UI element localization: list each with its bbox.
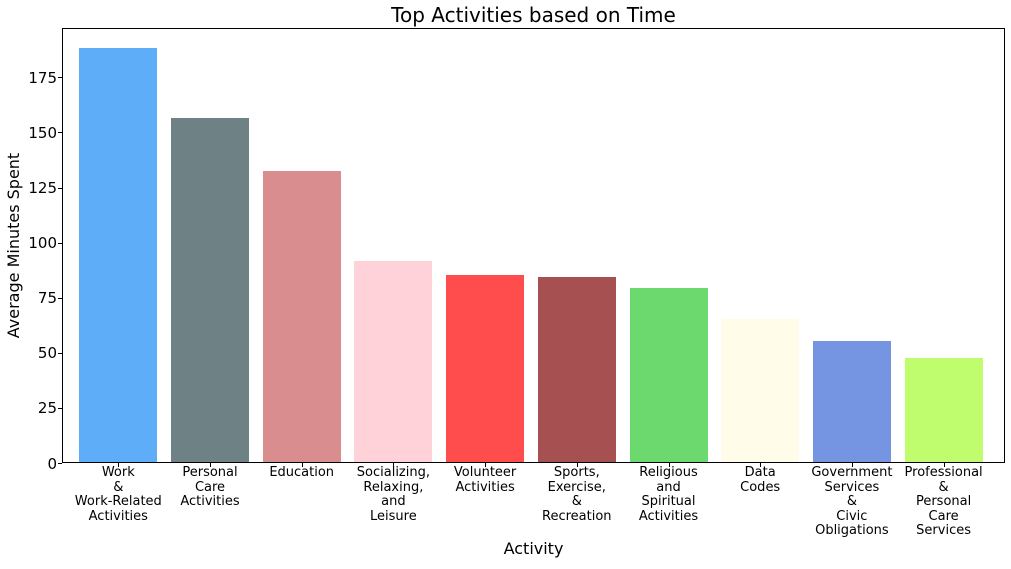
y-tick-mark [58,352,62,354]
x-tick-label: Data Codes [740,465,781,495]
bar-5 [446,275,525,462]
x-tick-mark [210,463,211,467]
x-tick-label: Government Services & Civic Obligations [811,465,893,539]
y-tick-mark [58,242,62,244]
bar-1 [79,48,158,462]
x-tick-label: Education [269,465,335,480]
y-tick-mark [58,463,62,464]
x-axis-label: Activity [503,539,564,558]
y-axis-label: Average Minutes Spent [4,152,24,339]
y-tick-label: 75 [37,289,57,308]
y-tick-label: 150 [28,123,57,142]
x-tick-mark [118,463,120,467]
bar-4 [354,261,433,462]
chart-title: Top Activities based on Time [391,3,676,27]
x-tick-label: Volunteer Activities [453,465,517,495]
x-tick-mark [393,463,395,467]
bar-6 [537,277,616,462]
x-tick-label: Professional & Personal Care Services [904,465,983,539]
y-tick-label: 0 [47,454,57,473]
x-tick-mark [668,463,670,467]
plot-area [62,28,1005,463]
y-tick-label: 100 [28,234,57,253]
x-tick-mark [851,463,853,467]
y-tick-mark [58,187,62,189]
x-tick-mark [576,463,578,467]
y-tick-label: 125 [28,179,57,198]
x-tick-label: Personal Care Activities [180,465,240,510]
x-tick-mark [301,463,303,467]
x-tick-mark [485,463,487,467]
y-axis-label-container: Average Minutes Spent [2,28,26,463]
x-tick-label: Religious and Spiritual Activities [638,465,699,524]
x-tick-label: Work & Work-Related Activities [74,465,162,524]
x-tick-mark [943,463,945,467]
y-tick-mark [58,77,62,79]
bar-10 [904,358,983,462]
y-tick-mark [58,407,62,409]
x-tick-mark [760,463,762,467]
y-tick-label: 50 [37,344,57,363]
bar-9 [812,341,891,462]
y-tick-mark [58,297,62,299]
y-tick-label: 25 [37,399,57,418]
y-tick-mark [58,132,62,134]
bar-3 [262,171,341,462]
x-tick-label: Sports, Exercise, & Recreation [542,465,612,524]
bar-7 [629,288,708,462]
x-tick-label: Socializing, Relaxing, and Leisure [356,465,430,524]
bar-2 [171,118,249,462]
y-tick-label: 175 [28,68,57,87]
bar-8 [721,319,800,462]
